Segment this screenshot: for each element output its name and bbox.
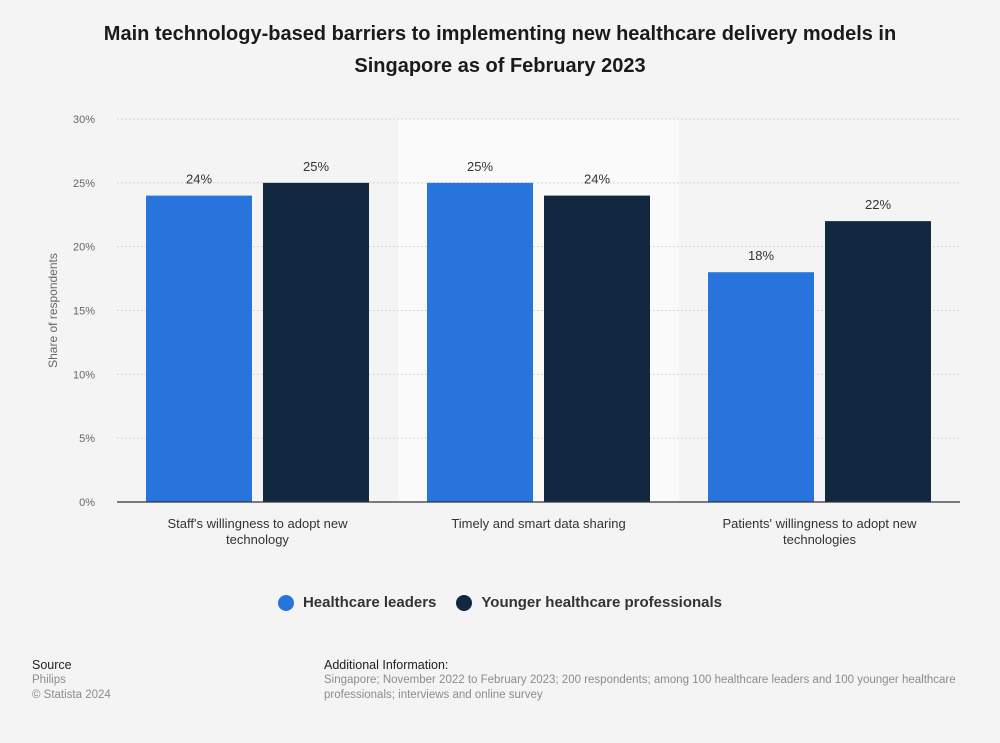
x-tick-label: Patients' willingness to adopt new [723,516,918,531]
y-axis-label: Share of respondents [46,253,60,368]
bar[interactable] [825,221,931,502]
bar[interactable] [708,272,814,502]
x-tick-label: Staff's willingness to adopt new [167,516,348,531]
data-label: 25% [467,159,493,174]
y-tick-label: 20% [73,242,95,254]
x-tick-label: technologies [783,532,856,547]
data-label: 22% [865,197,891,212]
y-tick-label: 0% [79,497,95,509]
data-label: 24% [186,172,212,187]
bar[interactable] [146,195,252,502]
bar-chart: 0% 5% 10% 15% 20% 25% 30% 24% 25% 18% 25% 24% 22% Sta… [46,114,960,547]
y-tick-label: 5% [79,433,95,445]
data-label: 18% [748,248,774,263]
legend-item-younger-professionals[interactable]: Younger healthcare professionals [456,594,722,611]
y-tick-label: 10% [73,369,95,381]
legend-marker-healthcare-leaders [277,594,294,611]
source-name[interactable]: Philips [32,674,66,686]
bar[interactable] [263,182,369,503]
source-heading: Source [32,658,72,672]
legend-item-healthcare-leaders[interactable]: Healthcare leaders [277,594,437,611]
copyright-text[interactable]: © Statista 2024 [32,689,111,701]
bar[interactable] [427,182,533,503]
bar[interactable] [544,195,650,502]
x-tick-label: Timely and smart data sharing [451,516,625,531]
y-tick-label: 30% [73,114,95,126]
footer-additional-info: Additional Information: Singapore; Novem… [324,658,1000,703]
legend-label-younger-professionals: Younger healthcare professionals [481,594,723,611]
legend-label-healthcare-leaders: Healthcare leaders [302,594,437,611]
y-tick-label: 15% [73,306,95,318]
x-tick-label: technology [226,532,289,547]
chart-title: Main technology-based barriers to implem… [103,23,897,77]
data-label: 25% [303,159,329,174]
footer-source: Source Philips © Statista 2024 [32,658,111,703]
y-tick-label: 25% [73,178,95,190]
chart-legend: Healthcare leaders Younger healthcare pr… [0,594,1000,611]
info-text: Singapore; November 2022 to February 202… [324,674,956,701]
data-label: 24% [584,172,610,187]
info-heading: Additional Information: [324,658,449,672]
legend-marker-younger-professionals [456,594,473,611]
